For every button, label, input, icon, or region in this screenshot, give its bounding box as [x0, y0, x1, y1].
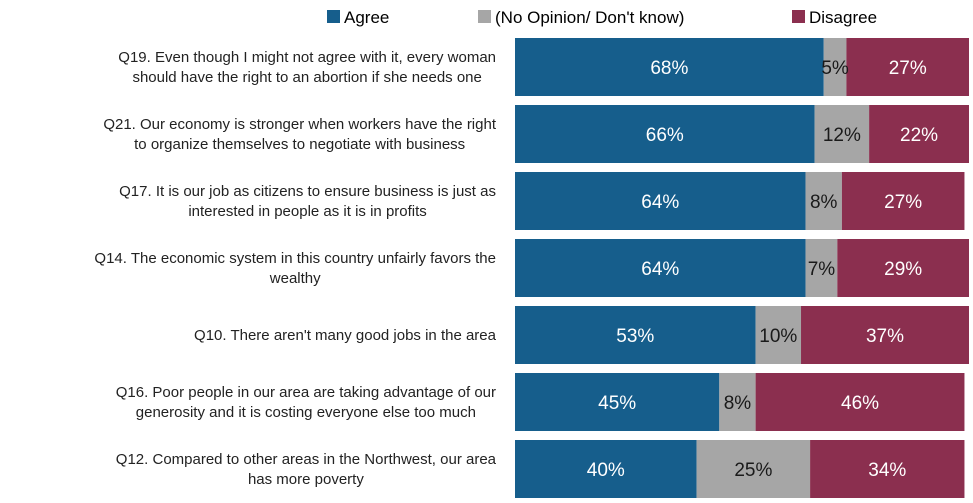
- bar-0-3: [515, 239, 806, 297]
- bar-1-4: [755, 306, 802, 364]
- legend-swatch-0: [327, 10, 340, 23]
- category-labels: Q19. Even though I might not agree with …: [94, 49, 496, 488]
- category-label: Q21. Our economy is stronger when worker…: [103, 116, 497, 153]
- bar-1-3: [805, 239, 838, 297]
- legend-label-1: (No Opinion/ Don't know): [495, 8, 684, 27]
- bar-1-2: [805, 172, 842, 230]
- data-label: 12%: [823, 125, 861, 146]
- bar-2-1: [869, 105, 969, 163]
- legend-swatch-2: [792, 10, 805, 23]
- data-label: 46%: [841, 393, 879, 414]
- data-label: 37%: [866, 326, 904, 347]
- category-label: Q14. The economic system in this country…: [94, 250, 496, 287]
- data-label: 25%: [734, 460, 772, 481]
- data-label: 45%: [598, 393, 636, 414]
- bars: [515, 38, 969, 498]
- bar-0-5: [515, 373, 720, 431]
- category-label: Q17. It is our job as citizens to ensure…: [119, 183, 496, 220]
- bar-2-4: [801, 306, 969, 364]
- data-label: 8%: [724, 393, 752, 414]
- data-label: 5%: [821, 58, 849, 79]
- category-label: Q16. Poor people in our area are taking …: [116, 384, 496, 421]
- category-label: Q12. Compared to other areas in the Nort…: [116, 451, 497, 488]
- bar-1-6: [696, 440, 811, 498]
- data-label: 8%: [810, 192, 838, 213]
- data-label: 40%: [587, 460, 625, 481]
- data-label: 29%: [884, 259, 922, 280]
- bar-1-5: [719, 373, 756, 431]
- data-label: 22%: [900, 125, 938, 146]
- category-label: Q19. Even though I might not agree with …: [118, 49, 496, 86]
- bar-1-0: [823, 38, 847, 96]
- data-label: 27%: [889, 58, 927, 79]
- data-label: 53%: [616, 326, 654, 347]
- bar-2-5: [755, 373, 965, 431]
- data-label: 34%: [868, 460, 906, 481]
- bar-0-6: [515, 440, 697, 498]
- category-label: Q10. There aren't many good jobs in the …: [194, 327, 497, 344]
- data-label: 64%: [641, 192, 679, 213]
- legend-label-0: Agree: [344, 8, 389, 27]
- legend: Agree (No Opinion/ Don't know) Disagree: [327, 8, 877, 27]
- data-label: 7%: [808, 259, 836, 280]
- data-label: 27%: [884, 192, 922, 213]
- bar-2-0: [846, 38, 969, 96]
- data-label: 66%: [646, 125, 684, 146]
- bar-2-3: [837, 239, 969, 297]
- bar-2-2: [841, 172, 965, 230]
- value-labels: 68% 5% 27% 66% 12% 22% 64% 8% 27% 64% 7% 29% 53% 10% 3…: [587, 58, 938, 481]
- bar-0-2: [515, 172, 806, 230]
- bar-0-4: [515, 306, 756, 364]
- bar-0-1: [515, 105, 815, 163]
- bar-2-6: [810, 440, 965, 498]
- bar-1-1: [814, 105, 870, 163]
- data-label: 68%: [650, 58, 688, 79]
- data-label: 64%: [641, 259, 679, 280]
- data-label: 10%: [759, 326, 797, 347]
- legend-swatch-1: [478, 10, 491, 23]
- legend-label-2: Disagree: [809, 8, 877, 27]
- bar-0-0: [515, 38, 824, 96]
